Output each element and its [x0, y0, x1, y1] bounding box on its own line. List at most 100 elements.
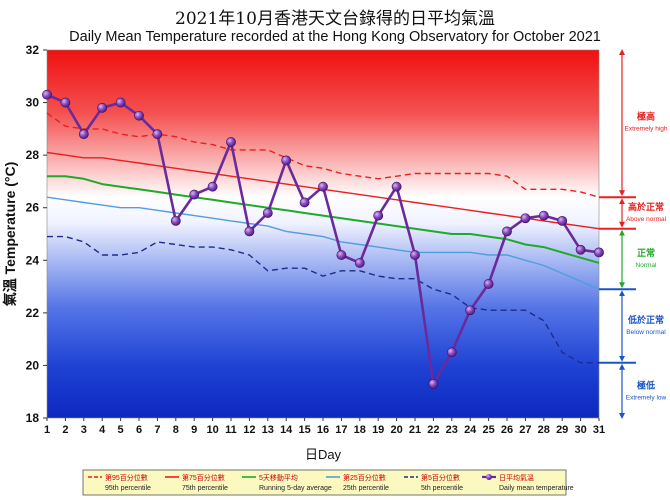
daily-point — [373, 210, 384, 221]
chart-title: 2021年10月香港天文台錄得的日平均氣溫 — [175, 9, 495, 29]
y-tick-label: 20 — [26, 358, 40, 372]
daily-point — [428, 378, 439, 389]
legend-label-en: Running 5-day average — [259, 485, 332, 492]
daily-point — [281, 155, 292, 166]
legend-label-zh: 5天移動平均 — [259, 473, 298, 482]
x-tick-label: 3 — [81, 424, 87, 436]
category-label-zh: 正常 — [637, 247, 655, 258]
x-tick-label: 19 — [372, 424, 384, 436]
y-axis: 18 20 22 24 26 28 30 32 — [26, 43, 47, 425]
x-tick-label: 16 — [317, 424, 329, 436]
daily-point — [170, 215, 181, 226]
x-tick-label: 24 — [464, 424, 477, 436]
x-tick-label: 14 — [280, 424, 293, 436]
daily-point — [152, 129, 163, 140]
daily-point — [42, 89, 52, 100]
x-tick-label: 29 — [556, 424, 568, 436]
x-tick-label: 2 — [62, 424, 68, 436]
daily-point — [557, 215, 568, 226]
x-tick-label: 13 — [262, 424, 274, 436]
legend-label-en: 95th percentile — [105, 485, 151, 492]
daily-point — [115, 97, 126, 108]
category-label-zh: 高於正常 — [628, 201, 664, 212]
daily-point — [594, 247, 604, 258]
x-tick-label: 26 — [501, 424, 513, 436]
daily-point — [391, 181, 402, 192]
daily-point — [134, 110, 144, 121]
x-tick-label: 20 — [390, 424, 402, 436]
category-label-zh: 低於正常 — [627, 314, 664, 325]
legend-label-zh: 第5百分位數 — [421, 473, 460, 482]
legend-label-zh: 第75百分位數 — [182, 473, 225, 482]
legend-label-en: 75th percentile — [182, 485, 228, 492]
plot-area — [46, 49, 600, 419]
x-tick-label: 31 — [593, 424, 605, 436]
daily-point — [465, 305, 476, 316]
x-tick-label: 30 — [574, 424, 586, 436]
daily-point — [97, 102, 108, 113]
x-tick-label: 12 — [243, 424, 255, 436]
x-tick-label: 1 — [44, 424, 50, 436]
y-tick-label: 24 — [26, 253, 40, 267]
series-line-p95 — [46, 112, 600, 198]
x-tick-label: 15 — [298, 424, 310, 436]
daily-point — [502, 226, 512, 237]
y-tick-label: 32 — [26, 43, 40, 57]
chart-subtitle: Daily Mean Temperature recorded at the H… — [69, 29, 601, 45]
x-tick-label: 28 — [538, 424, 550, 436]
x-tick-label: 23 — [446, 424, 458, 436]
legend-box — [82, 469, 567, 496]
x-tick-label: 18 — [354, 424, 366, 436]
legend-label-en: 5th percentile — [421, 485, 463, 492]
daily-point — [336, 250, 347, 260]
x-tick-label: 11 — [225, 424, 237, 436]
category-label-zh: 極高 — [636, 111, 655, 122]
y-tick-label: 18 — [26, 411, 40, 425]
daily-point — [189, 189, 200, 200]
x-tick-label: 8 — [173, 424, 179, 436]
series-line-p25 — [46, 196, 600, 290]
category-label-en: Above normal — [626, 216, 667, 223]
x-axis: 1 2 3 4 5 6 7 8 9 10 11 12 13 14 15 16 17 18 19 20 21 22 23 24 2… — [44, 418, 605, 436]
y-tick-label: 30 — [26, 96, 40, 110]
series-line-p5 — [47, 235, 599, 364]
daily-point — [575, 244, 586, 255]
x-tick-label: 21 — [409, 424, 421, 436]
daily-point — [262, 208, 273, 218]
x-tick-label: 7 — [154, 424, 160, 436]
legend-label-zh: 第95百分位數 — [105, 473, 148, 482]
x-tick-label: 5 — [118, 424, 124, 436]
category-label-en: Normal — [636, 262, 658, 269]
x-tick-label: 6 — [136, 424, 142, 436]
legend: 第95百分位數 95th percentile 第75百分位數 75th percen… — [88, 473, 574, 492]
series-lines — [42, 89, 604, 389]
daily-point — [226, 137, 236, 147]
daily-point — [318, 181, 328, 192]
x-tick-label: 25 — [482, 424, 494, 436]
legend-label-en: 25th percentile — [343, 485, 389, 492]
x-tick-label: 9 — [191, 424, 197, 436]
daily-point — [446, 347, 457, 358]
x-tick-label: 17 — [335, 424, 347, 436]
y-tick-label: 28 — [26, 148, 40, 162]
category-annotations: 極高 Extremely high 高於正常 Above normal 正常 Normal… — [599, 49, 668, 419]
daily-point — [410, 250, 420, 260]
daily-point — [207, 181, 218, 192]
daily-point — [354, 258, 365, 268]
daily-point — [244, 226, 255, 237]
x-tick-label: 22 — [427, 424, 439, 436]
category-label-en: Extremely low — [626, 394, 667, 401]
legend-swatch-marker — [486, 474, 492, 480]
x-tick-label: 10 — [206, 424, 218, 436]
legend-label-zh: 日平均氣溫 — [499, 473, 534, 482]
x-axis-label: 日Day — [305, 447, 342, 462]
series-line-avg — [47, 175, 600, 264]
y-tick-label: 26 — [26, 201, 40, 215]
category-label-en: Below normal — [626, 329, 666, 336]
legend-label-en: Daily mean temperature — [499, 485, 574, 492]
daily-point — [538, 210, 549, 221]
legend-label-zh: 第25百分位數 — [343, 473, 386, 482]
x-tick-label: 4 — [99, 424, 106, 436]
daily-point — [60, 97, 71, 108]
